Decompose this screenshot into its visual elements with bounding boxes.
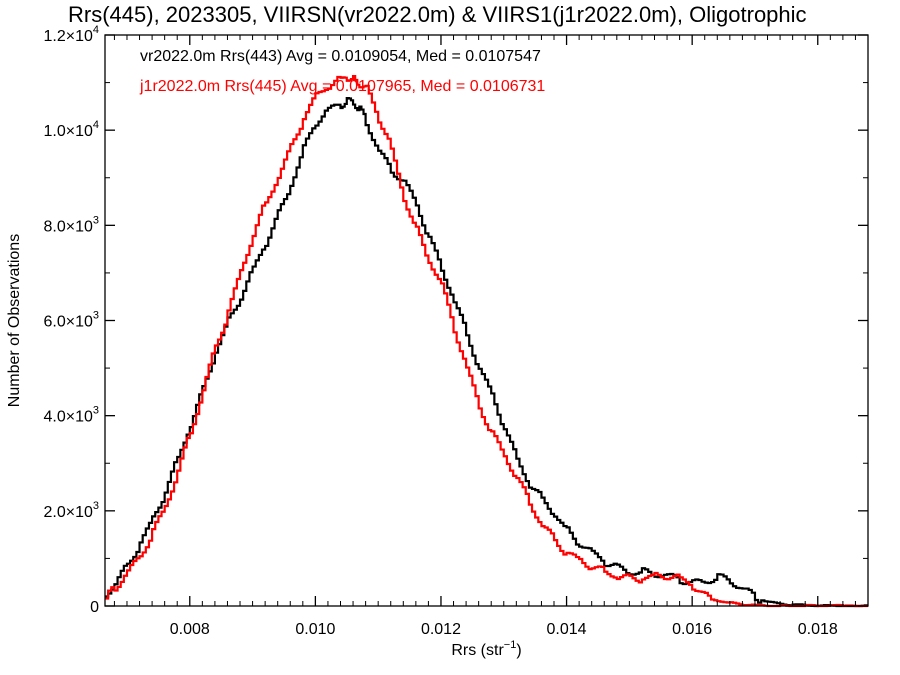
y-tick-label: 1.2×104 [43, 24, 99, 45]
y-tick-label: 2.0×103 [43, 500, 99, 521]
series-layer [105, 75, 868, 608]
legend-entry-2: j1r2022.0m Rrs(445) Avg = 0.0107965, Med… [139, 78, 545, 95]
x-axis-label-main: Rrs (str [451, 642, 504, 659]
x-tick-label: 0.008 [170, 621, 210, 638]
x-axis-label: Rrs (str−1) [451, 639, 521, 659]
x-axis-ticks: 0.008 0.010 0.012 0.014 0.016 0.018 [113, 35, 856, 638]
y-tick-label: 6.0×103 [43, 310, 99, 331]
y-tick-label: 4.0×103 [43, 405, 99, 426]
plot-area: 0.008 0.010 0.012 0.014 0.016 0.018 0 2.0×103 4… [43, 24, 869, 638]
legend: vr2022.0m Rrs(443) Avg = 0.0109054, Med … [139, 48, 545, 95]
y-axis-label: Number of Observations [6, 234, 23, 407]
x-tick-label: 0.014 [547, 621, 587, 638]
legend-entry-1: vr2022.0m Rrs(443) Avg = 0.0109054, Med … [140, 48, 541, 65]
y-tick-label: 0 [90, 599, 99, 616]
x-axis-label-close: ) [516, 642, 521, 659]
y-tick-label: 1.0×104 [43, 119, 99, 140]
x-tick-label: 0.012 [421, 621, 461, 638]
series-line-1 [105, 96, 868, 608]
y-tick-label: 8.0×103 [43, 214, 99, 235]
x-tick-label: 0.016 [672, 621, 712, 638]
x-tick-label: 0.010 [295, 621, 335, 638]
x-tick-label: 0.018 [798, 621, 838, 638]
y-axis-ticks: 0 2.0×103 4.0×103 6.0×103 8.0×103 1.0×104 1.2×… [43, 24, 868, 616]
series-line-2 [105, 75, 868, 608]
chart-title: Rrs(445), 2023305, VIIRSN(vr2022.0m) & V… [68, 2, 807, 27]
x-axis-label-exponent: −1 [504, 639, 517, 651]
